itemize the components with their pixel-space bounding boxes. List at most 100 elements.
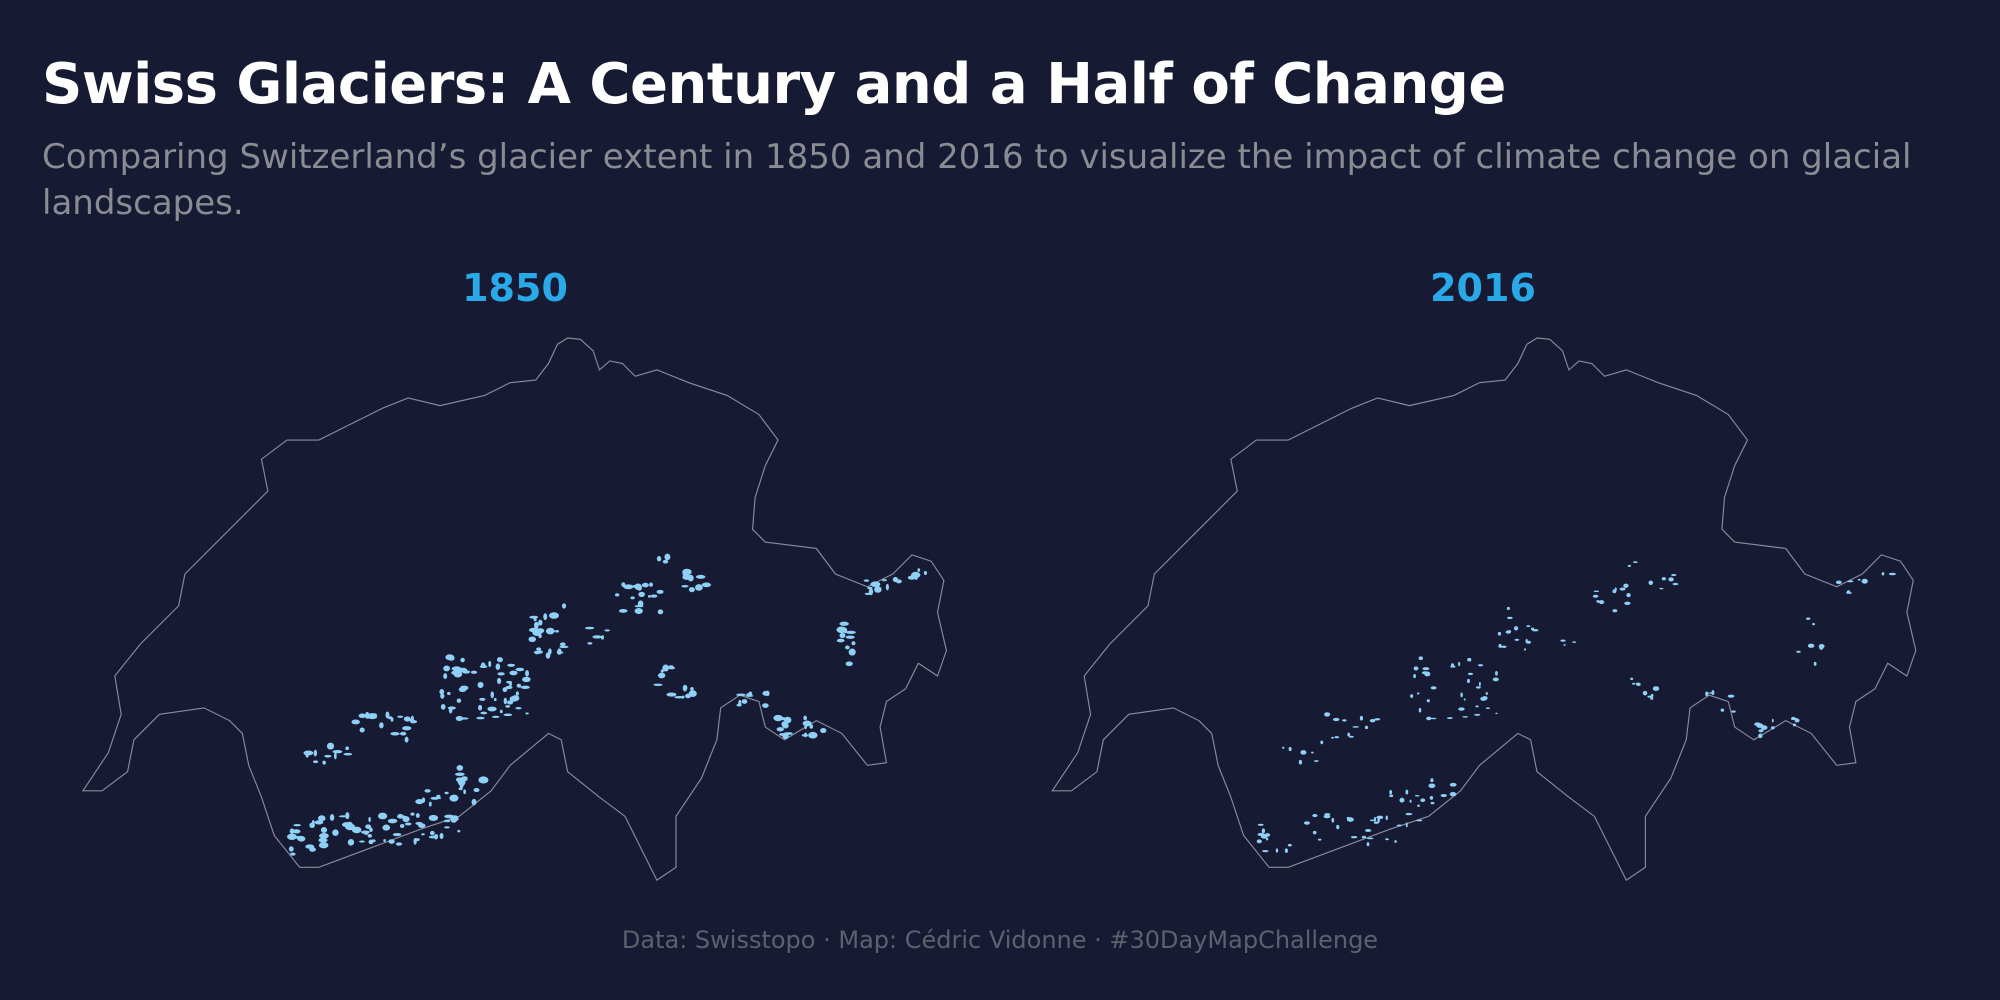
glacier-patch: [320, 827, 328, 834]
glacier-patch: [1416, 692, 1420, 695]
glacier-patch: [1492, 677, 1499, 682]
glacier-patch: [587, 642, 593, 645]
glacier-patch: [1366, 842, 1370, 847]
glacier-patch: [538, 619, 543, 626]
glacier-patch: [506, 680, 513, 684]
glacier-patch: [454, 772, 465, 776]
glacier-patch: [313, 749, 318, 757]
glacier-patch: [1467, 657, 1472, 662]
glacier-patch: [392, 832, 402, 837]
glacier-patch: [415, 798, 424, 805]
glacier-patch: [1720, 708, 1725, 712]
glacier-patch: [1320, 740, 1324, 745]
glacier-patch: [329, 814, 335, 821]
glacier-patch: [332, 829, 339, 836]
glacier-patch: [444, 791, 449, 795]
glacier-patch: [502, 687, 508, 693]
glacier-patch: [390, 717, 394, 722]
glacier-patch: [403, 716, 411, 722]
glacier-patch: [440, 704, 446, 710]
glacier-patch: [1298, 759, 1303, 765]
glacier-patch: [1635, 682, 1638, 685]
glacier-patch: [1642, 690, 1648, 696]
glacier-patch: [657, 609, 664, 615]
switzerland-border-2016: [1051, 337, 1917, 881]
glacier-patch: [429, 830, 435, 836]
glacier-patch: [1497, 631, 1502, 636]
glacier-patch: [1421, 671, 1428, 675]
glacier-patch: [1525, 638, 1528, 644]
glacier-patch: [497, 672, 505, 676]
glacier-patch: [559, 642, 566, 647]
glacier-patch: [1374, 718, 1381, 721]
glacier-patch: [634, 607, 643, 615]
glacier-patch: [584, 626, 595, 630]
glacier-patch: [377, 812, 388, 820]
glacier-patch: [618, 608, 628, 613]
glacier-patch: [1857, 578, 1861, 581]
glacier-patch: [1790, 717, 1798, 721]
glacier-patch: [1652, 686, 1660, 691]
glacier-patch: [762, 690, 770, 696]
glacier-patch: [365, 824, 372, 829]
glacier-patch: [1287, 843, 1292, 847]
year-label-2016: 2016: [1430, 266, 1536, 310]
glacier-patch: [738, 699, 742, 706]
glacier-patch: [630, 596, 635, 600]
glacier-patch: [428, 801, 432, 807]
glacier-patch: [457, 829, 461, 833]
glacier-patch: [443, 665, 451, 672]
glacier-patch: [543, 613, 548, 621]
glacier-patch: [1373, 821, 1379, 824]
glacier-patch: [1708, 692, 1715, 694]
glacier-patch: [1819, 645, 1824, 650]
glacier-patch: [293, 824, 302, 827]
glacier-patch: [383, 839, 386, 843]
glacier-patch: [1394, 840, 1397, 843]
glacier-patch: [367, 833, 373, 838]
glacier-patch: [415, 821, 423, 826]
glacier-patch: [762, 703, 769, 708]
glacier-patch: [1449, 782, 1457, 787]
glacier-patch: [1758, 729, 1764, 733]
glacier-patch: [1416, 819, 1423, 822]
glacier-patch: [1414, 795, 1420, 797]
glacier-patch: [1361, 835, 1367, 839]
glacier-patch: [668, 665, 674, 668]
glacier-patch: [457, 667, 468, 673]
glacier-patch: [1359, 715, 1364, 721]
glacier-patch: [695, 584, 703, 591]
glacier-patch: [318, 837, 328, 843]
glacier-patch: [1300, 750, 1307, 755]
glacier-patch: [870, 581, 881, 588]
glacier-patch: [1417, 804, 1420, 808]
glacier-patch: [470, 670, 478, 674]
glacier-patch: [445, 654, 455, 661]
glacier-patch: [397, 715, 404, 718]
glacier-patch: [1498, 643, 1502, 648]
glacier-patch: [1630, 677, 1634, 680]
glacier-patch: [647, 594, 651, 598]
glacier-patch: [701, 582, 712, 588]
glacier-patch: [430, 796, 440, 800]
glacier-patch: [520, 685, 530, 690]
glacier-patch: [1324, 813, 1331, 816]
glacier-patch: [314, 820, 324, 825]
glacier-patch: [892, 576, 899, 583]
glacier-patch: [487, 706, 497, 712]
glacier-patch: [592, 635, 602, 639]
glacier-patch: [292, 829, 301, 834]
glacier-patch: [473, 788, 480, 793]
glacier-patch: [656, 589, 664, 594]
page-title: Swiss Glaciers: A Century and a Half of …: [42, 52, 1506, 117]
glacier-patch: [458, 717, 469, 720]
glacier-patch: [555, 629, 559, 633]
glacier-patch: [382, 824, 391, 831]
glacier-patch: [449, 794, 459, 802]
glacier-patch: [1668, 577, 1674, 582]
glacier-patch: [460, 657, 465, 663]
glacier-patch: [1385, 815, 1388, 821]
glacier-patch: [1500, 645, 1507, 648]
footer-credits: Data: Swisstopo · Map: Cédric Vidonne · …: [621, 926, 1379, 954]
glacier-patch: [657, 672, 666, 679]
